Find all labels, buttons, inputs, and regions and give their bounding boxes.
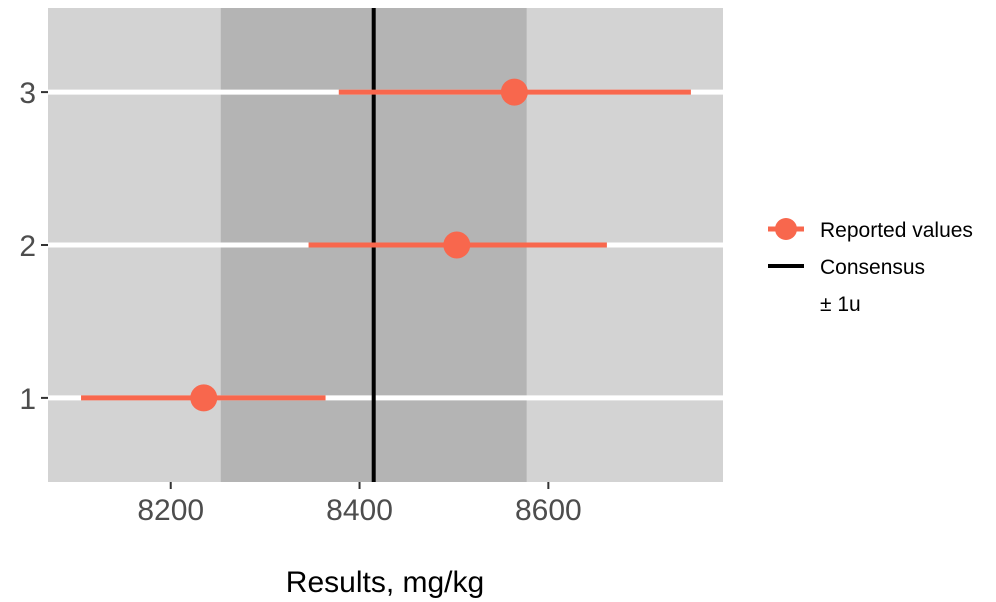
legend-swatch-point-reported — [775, 218, 797, 240]
data-point-2 — [443, 231, 471, 259]
data-marks — [81, 78, 691, 412]
y-tick-label-3: 3 — [19, 77, 36, 110]
x-axis-label: Results, mg/kg — [286, 566, 484, 599]
y-tick-label-1: 1 — [19, 383, 36, 416]
legend-label-2: ± 1u — [820, 293, 861, 316]
x-tick-label-8200: 8200 — [137, 494, 204, 527]
data-point-3 — [500, 78, 528, 106]
legend-label-0: Reported values — [820, 219, 973, 242]
y-tick-label-2: 2 — [19, 230, 36, 263]
legend: Reported values Consensus ± 1u — [768, 218, 973, 316]
x-tick-label-8600: 8600 — [515, 494, 582, 527]
legend-label-1: Consensus — [820, 256, 925, 279]
x-tick-label-8400: 8400 — [326, 494, 393, 527]
data-point-1 — [190, 384, 218, 412]
axes: 1 2 3 8200 8400 8600 — [19, 77, 581, 527]
